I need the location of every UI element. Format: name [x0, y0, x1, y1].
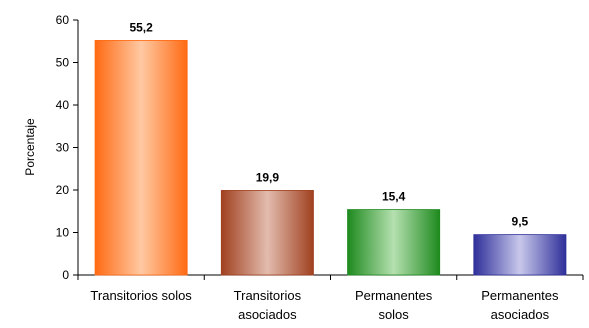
data-label: 15,4	[382, 190, 406, 204]
data-label: 19,9	[256, 170, 280, 184]
bars	[94, 40, 567, 276]
category-label: Transitorios	[234, 288, 302, 303]
category-label: Permanentes	[355, 288, 433, 303]
data-label: 55,2	[129, 20, 153, 34]
category-label: asociados	[491, 307, 550, 322]
y-tick-label: 30	[56, 141, 70, 155]
data-labels: 55,2 19,9 15,4 9,5	[129, 20, 528, 228]
category-label: asociados	[238, 307, 297, 322]
bar	[347, 209, 441, 276]
bar	[220, 190, 314, 276]
y-tick-label: 10	[56, 226, 70, 240]
category-label: solos	[378, 307, 409, 322]
y-axis: 0 10 20 30 40 50 60	[56, 13, 79, 282]
y-tick-label: 20	[56, 183, 70, 197]
bar	[473, 234, 567, 276]
y-axis-title: Porcentaje	[23, 118, 37, 176]
y-tick-label: 0	[62, 268, 69, 282]
category-labels: Transitorios solos Transitorios asociados P…	[90, 288, 559, 322]
y-tick-label: 60	[56, 13, 70, 27]
y-tick-label: 50	[56, 56, 70, 70]
x-axis	[77, 274, 584, 280]
y-tick-label: 40	[56, 98, 70, 112]
category-label: Permanentes	[481, 288, 559, 303]
data-label: 9,5	[512, 215, 529, 229]
category-label: Transitorios solos	[90, 288, 192, 303]
bar	[94, 40, 188, 276]
